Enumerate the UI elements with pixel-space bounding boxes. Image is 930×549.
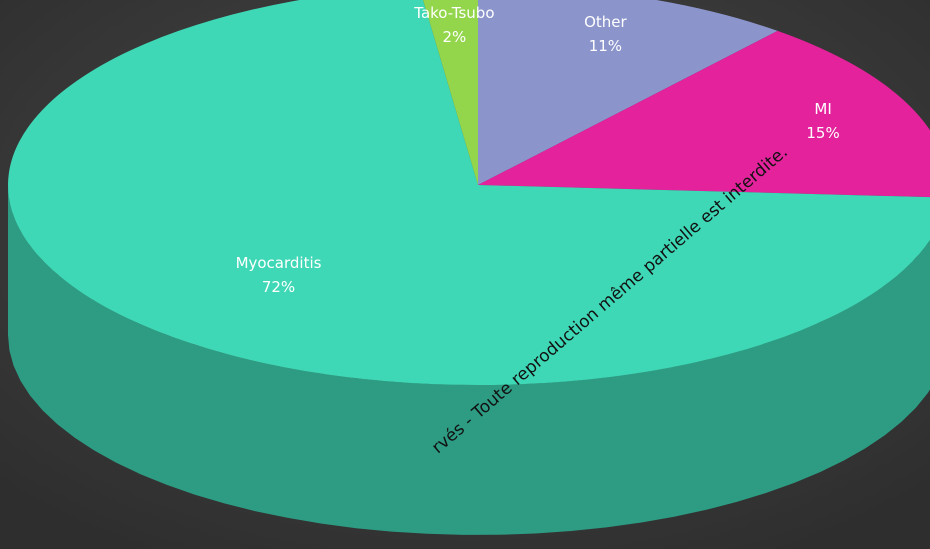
pie-slice bbox=[8, 0, 930, 386]
slice-label: MI bbox=[814, 100, 831, 118]
slice-label: Other bbox=[584, 13, 627, 31]
pie-side bbox=[8, 185, 930, 535]
slice-label: Tako-Tsubo bbox=[413, 4, 494, 22]
pie-slice bbox=[478, 30, 930, 198]
labels: Other 11% MI 15% Myocarditis 72% Tako-Tsubo 2% bbox=[236, 4, 840, 296]
slice-value-label: 15% bbox=[806, 124, 839, 142]
slice-value-label: 2% bbox=[442, 28, 466, 46]
slice-label: Myocarditis bbox=[236, 254, 322, 272]
pie-slice bbox=[423, 0, 478, 185]
pie-slice bbox=[478, 0, 778, 185]
slice-value-label: 72% bbox=[262, 278, 295, 296]
slice-value-label: 11% bbox=[589, 37, 622, 55]
pie bbox=[8, 0, 930, 535]
